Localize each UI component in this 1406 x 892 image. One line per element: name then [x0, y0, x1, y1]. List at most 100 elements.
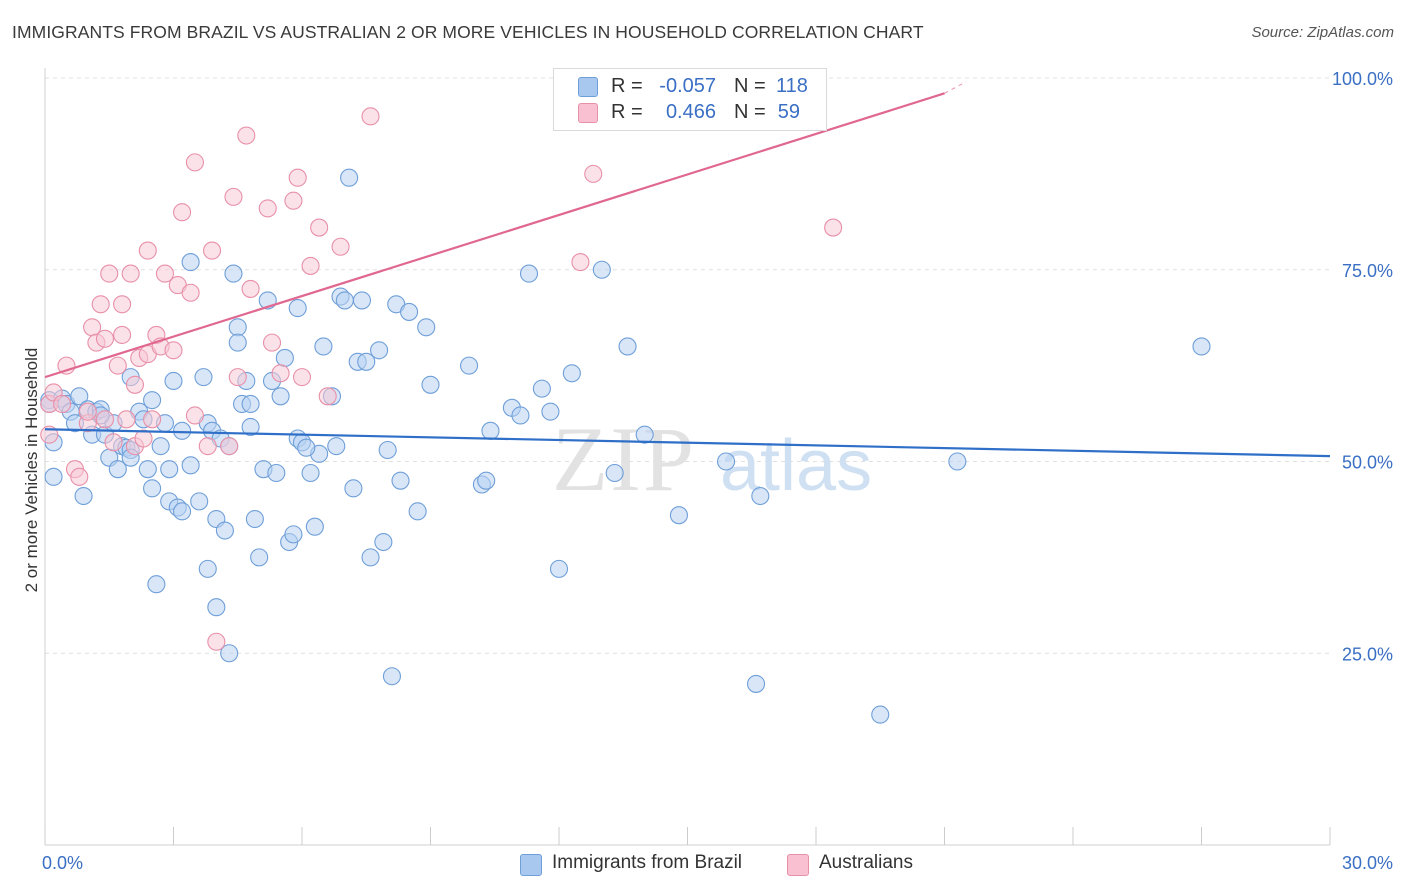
australians-point	[70, 467, 89, 486]
brazil-point	[138, 460, 157, 479]
australians-point	[113, 295, 132, 314]
australians-point	[292, 368, 312, 387]
brazil-point	[207, 598, 226, 617]
brazil-point	[108, 460, 127, 479]
x-tick-label: 0.0%	[42, 853, 83, 873]
tick-labels: 100.0% 75.0% 50.0% 25.0% 0.0% 30.0%	[42, 69, 1393, 873]
brazil-point	[532, 379, 551, 398]
brazil-point	[74, 486, 93, 506]
australians-point	[361, 107, 380, 126]
legend-label-australians: Australians	[819, 852, 913, 873]
n-label: N =	[734, 101, 766, 123]
r-label: R =	[611, 101, 643, 123]
australians-point	[198, 437, 217, 456]
grid-lines	[45, 77, 1330, 654]
axes	[44, 68, 1331, 846]
brazil-point	[511, 406, 530, 425]
australians-point	[117, 410, 136, 429]
australians-point	[185, 153, 204, 172]
australians-point	[228, 368, 247, 387]
australians-point	[271, 364, 290, 383]
australians-point	[173, 203, 192, 222]
australians-point	[95, 329, 115, 348]
australians-point	[288, 168, 307, 187]
brazil-point	[408, 502, 427, 521]
n-value: 118	[776, 75, 808, 97]
brazil-point	[173, 421, 192, 440]
stats-row-australians: R = 0.466 N = 59	[554, 101, 826, 125]
brazil-point	[297, 438, 316, 457]
y-tick-label: 50.0%	[1342, 453, 1393, 473]
brazil-point	[288, 299, 307, 318]
brazil-point	[421, 375, 440, 394]
brazil-point	[284, 525, 303, 544]
stats-row-brazil: R = -0.057 N = 118	[554, 75, 826, 99]
trend-lines	[44, 81, 1331, 458]
legend-swatch-brazil	[520, 854, 542, 876]
brazil-point	[417, 318, 436, 337]
brazil-point	[241, 394, 260, 414]
brazil-point	[147, 575, 166, 594]
australians-point	[134, 429, 153, 448]
brazil-point	[605, 463, 624, 483]
brazil-point	[164, 371, 183, 391]
trend-line-australians	[44, 92, 945, 379]
brazil-point	[948, 452, 967, 471]
australians-point	[113, 325, 132, 344]
brazil-point	[250, 548, 269, 567]
brazil-point	[173, 502, 192, 521]
series-australians-points	[40, 107, 843, 651]
brazil-point	[459, 356, 479, 375]
brazil-point	[352, 291, 372, 310]
brazil-point	[871, 705, 890, 724]
australians-point	[262, 333, 282, 352]
r-value: 0.466	[665, 101, 716, 123]
swatch-australians	[578, 103, 598, 123]
brazil-point	[477, 471, 496, 490]
brazil-point	[314, 337, 333, 356]
brazil-point	[305, 517, 324, 536]
brazil-point	[357, 352, 376, 371]
trend-line-australians-extension	[944, 81, 967, 94]
watermark-zip: ZIP	[552, 408, 696, 510]
australians-point	[108, 356, 127, 375]
brazil-point	[400, 302, 419, 321]
australians-point	[301, 256, 320, 275]
y-tick-label: 25.0%	[1342, 644, 1393, 664]
australians-point	[284, 191, 303, 210]
australians-point	[164, 341, 183, 360]
australians-point	[95, 410, 115, 429]
x-tick-label: 30.0%	[1342, 853, 1393, 873]
australians-point	[91, 295, 110, 314]
y-tick-label: 100.0%	[1332, 69, 1393, 89]
legend-swatch-australians	[787, 854, 809, 876]
r-label: R =	[611, 75, 643, 97]
brazil-point	[335, 291, 354, 310]
australians-point	[824, 218, 843, 237]
australians-point	[310, 218, 329, 237]
brazil-point	[481, 421, 500, 440]
australians-point	[100, 264, 119, 283]
australians-point	[584, 164, 603, 183]
australians-point	[181, 283, 200, 302]
brazil-point	[378, 440, 397, 460]
brazil-point	[618, 337, 637, 356]
brazil-point	[746, 674, 766, 693]
trend-line-brazil	[44, 428, 1331, 458]
brazil-point	[391, 471, 410, 490]
brazil-point	[327, 437, 346, 456]
australians-point	[258, 199, 277, 218]
brazil-point	[271, 387, 290, 406]
brazil-point	[181, 456, 200, 475]
source-credit: Source: ZipAtlas.com	[1251, 24, 1394, 41]
brazil-point	[181, 253, 200, 272]
australians-point	[237, 126, 256, 145]
brazil-point	[267, 463, 286, 483]
brazil-point	[562, 364, 581, 383]
brazil-point	[361, 548, 380, 567]
brazil-point	[44, 467, 63, 486]
brazil-point	[190, 492, 209, 511]
y-tick-label: 75.0%	[1342, 261, 1393, 281]
stats-legend: R = -0.057 N = 118 R = 0.466 N = 59	[553, 68, 827, 131]
